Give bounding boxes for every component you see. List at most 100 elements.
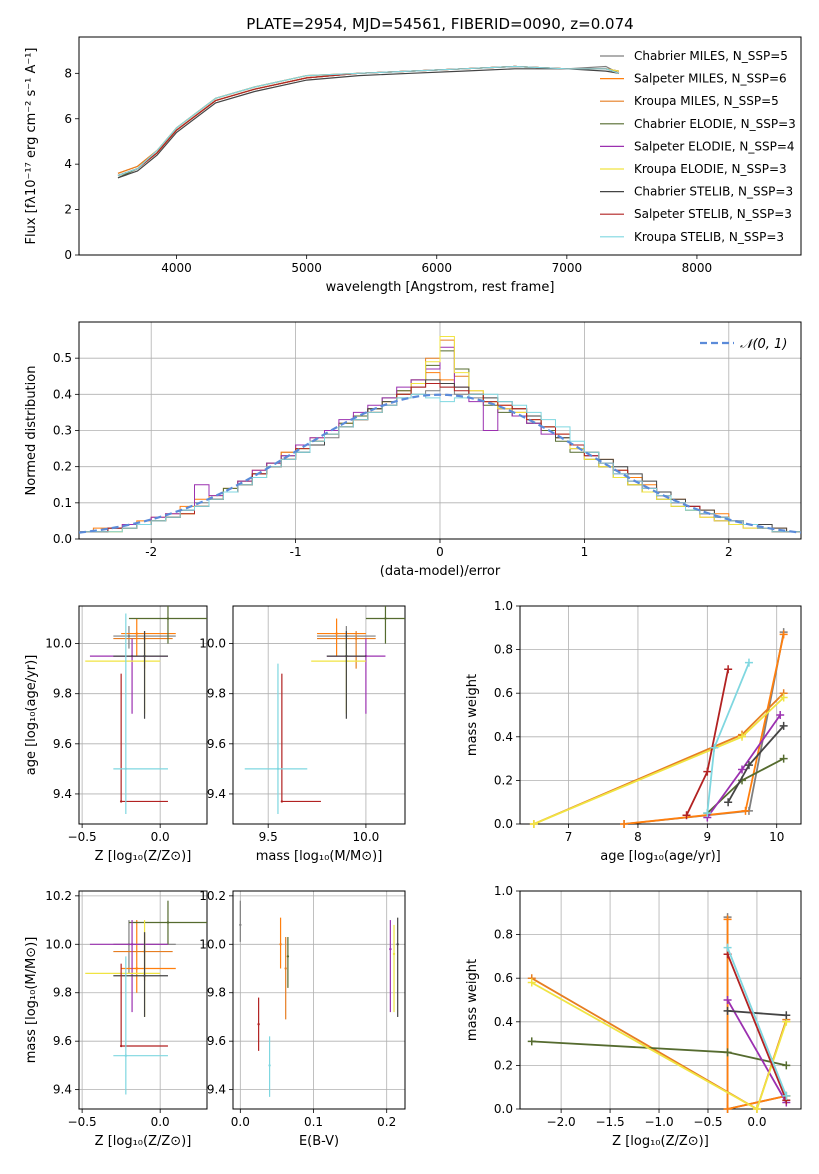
gaussian-reference-curve xyxy=(79,393,801,534)
data-point xyxy=(124,767,128,771)
data-point xyxy=(396,943,399,946)
x-tick-label: 9 xyxy=(704,830,712,844)
y-tick-label: 9.8 xyxy=(207,986,226,1000)
y-tick-label: 0.8 xyxy=(494,643,513,657)
mass-weight-line xyxy=(726,953,788,1101)
y-axis-label: age [log₁₀(age/yr)] xyxy=(24,655,39,776)
data-marker xyxy=(782,1091,791,1100)
y-tick-label: 10.0 xyxy=(45,637,72,651)
data-marker xyxy=(527,978,536,987)
legend-label: Chabrier ELODIE, N_SSP=3 xyxy=(634,117,796,131)
data-marker xyxy=(744,658,753,667)
data-marker xyxy=(723,1006,732,1015)
data-marker xyxy=(724,798,733,807)
y-tick-label: 0.0 xyxy=(494,1102,513,1116)
y-tick-label: 10.2 xyxy=(45,889,72,903)
x-tick-label: 0 xyxy=(436,545,444,559)
x-tick-label: 7000 xyxy=(552,261,583,275)
y-tick-label: 9.6 xyxy=(53,1034,72,1048)
x-axis-label: age [log₁₀(age/yr)] xyxy=(600,849,721,864)
y-tick-label: 9.8 xyxy=(53,986,72,1000)
data-marker xyxy=(752,1105,761,1113)
y-tick-label: 9.4 xyxy=(53,787,72,801)
axes-frame xyxy=(232,605,406,825)
data-point xyxy=(345,654,348,658)
data-marker xyxy=(620,820,629,828)
x-axis-label: Z [log₁₀(Z/Z⊙)] xyxy=(612,1134,709,1149)
x-axis-label: E(B-V) xyxy=(299,1134,339,1149)
y-tick-label: 6 xyxy=(64,112,72,126)
y-tick-label: 0.2 xyxy=(494,773,513,787)
legend-label: Kroupa STELIB, N_SSP=3 xyxy=(634,230,784,244)
data-marker xyxy=(723,943,732,952)
y-tick-label: 9.6 xyxy=(207,1034,226,1048)
y-axis-label: mass weight xyxy=(465,674,480,756)
y-tick-label: 0.5 xyxy=(53,351,72,365)
mass-weight-line xyxy=(624,632,785,824)
x-tick-label: 9.5 xyxy=(259,830,278,844)
x-tick-label: −1.0 xyxy=(644,1115,673,1129)
data-marker xyxy=(723,1105,732,1113)
y-tick-label: 9.4 xyxy=(53,1083,72,1097)
x-axis-label: mass [log₁₀(M/M⊙)] xyxy=(256,849,383,864)
data-point xyxy=(135,632,138,635)
data-marker xyxy=(779,630,788,639)
data-marker xyxy=(779,721,788,730)
y-tick-label: 1.0 xyxy=(494,884,513,898)
data-point xyxy=(280,800,284,803)
data-point xyxy=(392,952,396,956)
spectrum-model-line xyxy=(117,65,620,177)
spectrum-model-line xyxy=(117,68,620,179)
x-tick-label: 0.0 xyxy=(231,1115,250,1129)
y-tick-label: 9.4 xyxy=(207,1083,226,1097)
x-tick-label: 0.0 xyxy=(151,1115,170,1129)
mass-weight-line xyxy=(531,981,788,1109)
data-marker xyxy=(529,820,538,828)
data-point xyxy=(389,947,392,951)
x-tick-label: 2 xyxy=(725,545,733,559)
data-point xyxy=(166,921,170,924)
y-tick-label: 9.8 xyxy=(53,687,72,701)
mass-weight-line xyxy=(727,1010,787,1017)
axes-frame xyxy=(78,605,208,825)
data-marker xyxy=(738,732,747,741)
y-axis-label: mass [log₁₀(M/M⊙)] xyxy=(24,937,39,1064)
y-tick-label: 10.2 xyxy=(199,889,226,903)
x-tick-label: -1 xyxy=(290,545,302,559)
y-tick-label: 10.0 xyxy=(199,637,226,651)
mass-weight-line xyxy=(726,999,788,1103)
data-marker xyxy=(779,754,788,763)
data-point xyxy=(335,632,338,635)
y-tick-label: 4 xyxy=(64,157,72,171)
data-point xyxy=(284,967,287,970)
mass-weight-line xyxy=(706,757,785,814)
spectrum-model-line xyxy=(117,65,620,179)
data-marker xyxy=(738,765,747,774)
y-tick-label: 0.4 xyxy=(494,730,513,744)
y-tick-label: 0.2 xyxy=(53,460,72,474)
x-tick-label: −0.5 xyxy=(68,1115,97,1129)
legend-label: Kroupa MILES, N_SSP=5 xyxy=(634,94,779,108)
data-marker xyxy=(682,811,691,820)
data-point xyxy=(124,1054,128,1057)
data-point xyxy=(286,955,290,958)
x-tick-label: −0.5 xyxy=(68,830,97,844)
x-axis-label: Z [log₁₀(Z/Z⊙)] xyxy=(95,1134,192,1149)
data-point xyxy=(143,654,146,658)
chart-title: PLATE=2954, MJD=54561, FIBERID=0090, z=0… xyxy=(246,15,633,33)
y-tick-label: 0.0 xyxy=(494,817,513,831)
residual-histogram xyxy=(79,393,801,533)
y-tick-label: 10.0 xyxy=(199,937,226,951)
data-point xyxy=(130,943,134,946)
data-marker xyxy=(723,915,732,924)
data-point xyxy=(119,1044,123,1048)
x-tick-label: −0.5 xyxy=(693,1115,722,1129)
legend-label: 𝒩(0, 1) xyxy=(740,337,787,352)
y-tick-label: 0.8 xyxy=(494,928,513,942)
spectrum-model-line xyxy=(117,65,620,177)
axes-frame xyxy=(519,605,802,825)
y-tick-label: 0.0 xyxy=(53,532,72,546)
y-tick-label: 9.4 xyxy=(207,787,226,801)
data-point xyxy=(166,617,170,620)
data-point xyxy=(354,637,358,640)
